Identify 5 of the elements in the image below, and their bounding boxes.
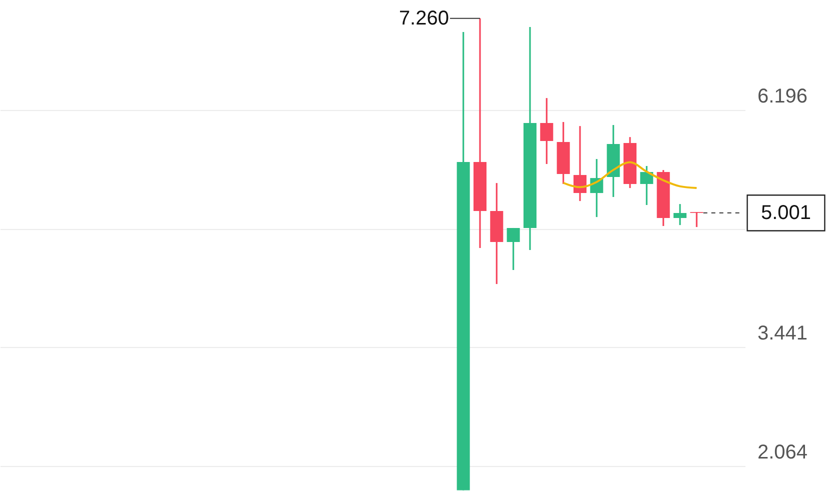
y-tick-label: 6.196 xyxy=(758,86,808,108)
ref-line-label: 5.001 xyxy=(760,202,812,224)
text: 7.260 xyxy=(398,7,449,30)
y-tick-label: 2.064 xyxy=(758,441,808,464)
y-tick-label: 3.441 xyxy=(758,322,808,345)
